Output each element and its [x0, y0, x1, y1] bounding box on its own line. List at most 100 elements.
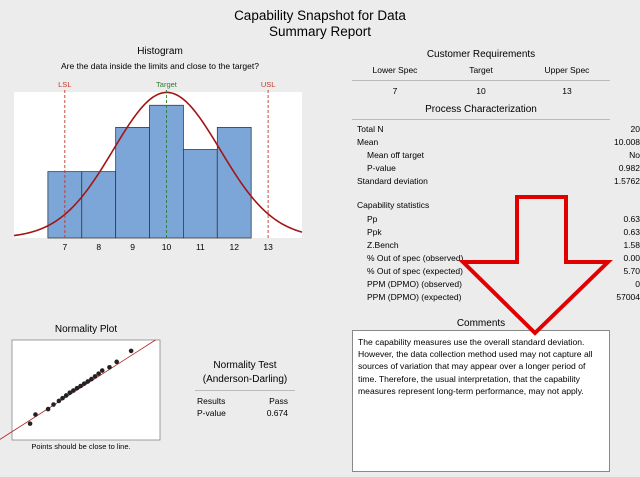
stat-value: 1.5762: [614, 176, 640, 186]
comments-title: Comments: [456, 318, 506, 329]
normality-test-divider: [195, 390, 295, 391]
nt-results-value: Pass: [269, 396, 288, 406]
normality-point: [56, 398, 62, 404]
nt-pvalue-label: P-value: [197, 408, 226, 418]
stat-value: 10.008: [614, 137, 640, 147]
stat-value: 0.00: [623, 253, 640, 263]
stat-value: 20: [630, 124, 640, 134]
histogram-bar: [81, 171, 117, 239]
usl-label: USL: [261, 80, 276, 89]
normality-point: [45, 406, 51, 412]
normality-point: [74, 385, 80, 391]
cap-row-out-spec-expected: % Out of spec (expected) 5.70: [357, 266, 640, 278]
normality-point: [71, 388, 76, 393]
stat-label: Standard deviation: [357, 176, 428, 186]
stat-row-p-value: P-value 0.982: [357, 163, 640, 175]
x-tick-label: 7: [62, 242, 67, 252]
normality-point: [33, 412, 38, 417]
stat-value: 1.58: [623, 240, 640, 250]
requirements-divider: [352, 80, 610, 81]
stat-label: % Out of spec (expected): [367, 266, 463, 276]
normality-point: [107, 364, 112, 370]
stat-value: 0: [635, 279, 640, 289]
normality-point: [89, 376, 94, 382]
normality-point: [128, 348, 134, 354]
process-characterization-title: Process Characterization: [425, 104, 537, 115]
customer-requirements-panel: Customer Requirements Lower Spec Target …: [352, 49, 610, 96]
cap-row-ppm-observed: PPM (DPMO) (observed) 0: [357, 279, 640, 291]
x-tick-label: 10: [162, 242, 172, 252]
cap-row-pp: Pp 0.63: [357, 214, 640, 226]
stat-row-mean-off-target: Mean off target No: [357, 150, 640, 162]
comments-text: The capability measures use the overall …: [358, 337, 593, 396]
normality-test-title: Normality Test: [213, 360, 277, 371]
normality-point: [60, 395, 65, 401]
nt-pvalue-value: 0.674: [266, 408, 288, 418]
cap-row-ppk: Ppk 0.63: [357, 227, 640, 239]
stat-row-std-dev: Standard deviation 1.5762: [357, 176, 640, 188]
histogram-title: Histogram: [137, 46, 183, 57]
stat-label: PPM (DPMO) (expected): [367, 292, 462, 302]
upper-spec-header: Upper Spec: [544, 65, 590, 75]
normality-point: [78, 383, 83, 389]
histogram-bar: [115, 126, 150, 239]
cap-row-zbench: Z.Bench 1.58: [357, 240, 640, 252]
stat-label: P-value: [367, 163, 396, 173]
stat-value: 0.63: [623, 214, 640, 224]
comments-box: The capability measures use the overall …: [352, 330, 610, 472]
cap-row-out-spec-observed: % Out of spec (observed) 0.00: [357, 253, 640, 265]
target-label: Target: [156, 80, 178, 89]
normality-plot-note: Points should be close to line.: [31, 442, 131, 451]
stat-value: No: [629, 150, 640, 160]
stat-row-mean: Mean 10.008: [357, 137, 640, 149]
lower-spec-header: Lower Spec: [372, 65, 418, 75]
requirements-header-row: Lower Spec Target Upper Spec: [352, 65, 610, 75]
normality-point: [85, 379, 91, 384]
capability-statistics-title: Capability statistics: [357, 200, 430, 210]
x-tick-label: 11: [196, 242, 205, 252]
normality-point: [27, 421, 33, 426]
normality-point: [92, 374, 98, 379]
normality-test-subtitle: (Anderson-Darling): [202, 374, 288, 385]
lsl-label: LSL: [58, 80, 71, 89]
normality-point: [67, 390, 73, 396]
process-divider: [352, 119, 610, 120]
report-title-main: Capability Snapshot for Data: [234, 8, 406, 23]
stat-label: Z.Bench: [367, 240, 399, 250]
stat-label: Mean: [357, 137, 379, 147]
x-tick-label: 8: [96, 242, 101, 252]
normality-point: [96, 371, 101, 376]
stat-label: Mean off target: [367, 150, 425, 160]
stat-value: 57004: [616, 292, 640, 302]
normality-point: [63, 393, 69, 398]
nt-results-label: Results: [197, 396, 226, 406]
normality-plot-title: Normality Plot: [54, 324, 118, 335]
histogram-bar: [183, 149, 218, 239]
normality-point: [51, 402, 56, 407]
histogram-bar: [216, 126, 252, 239]
target-value: 10: [476, 86, 486, 96]
normality-point: [81, 381, 87, 386]
process-stats-table: Total N 20 Mean 10.008 Mean off target No P…: [357, 124, 640, 194]
stat-label: Pp: [367, 214, 378, 224]
normality-point: [114, 359, 119, 365]
target-header: Target: [469, 65, 493, 75]
stat-value: 5.70: [623, 266, 640, 276]
histogram-question: Are the data inside the limits and close…: [61, 61, 259, 71]
x-tick-label: 9: [130, 242, 135, 252]
normal-curve: [13, 91, 303, 237]
stat-value: 0.982: [618, 163, 640, 173]
report-title: Capability Snapshot for Data Summary Rep…: [0, 8, 640, 40]
cap-row-ppm-expected: PPM (DPMO) (expected) 57004: [357, 292, 640, 304]
stat-value: 0.63: [623, 227, 640, 237]
stat-label: Ppk: [367, 227, 382, 237]
report-subtitle: Summary Report: [268, 24, 372, 39]
lower-spec-value: 7: [392, 86, 398, 96]
stat-label: % Out of spec (observed): [367, 253, 464, 263]
normality-plot-area: [11, 339, 161, 441]
stat-label: Total N: [357, 124, 384, 134]
upper-spec-value: 13: [562, 86, 572, 96]
stat-label: PPM (DPMO) (observed): [367, 279, 462, 289]
requirements-value-row: 7 10 13: [352, 86, 610, 96]
